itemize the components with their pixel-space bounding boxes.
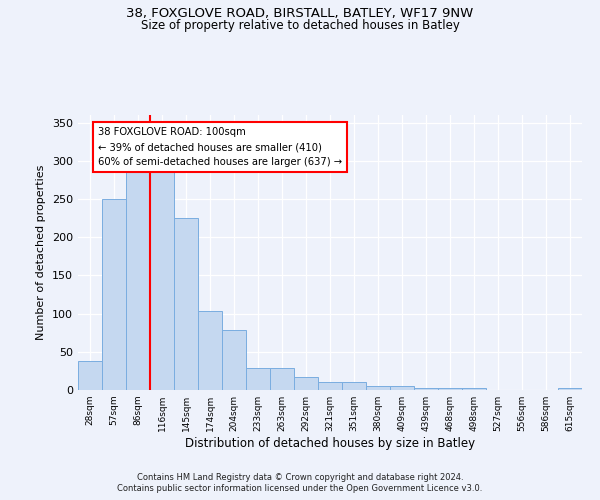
Text: Contains public sector information licensed under the Open Government Licence v3: Contains public sector information licen…	[118, 484, 482, 493]
Bar	[342, 382, 366, 390]
Bar	[78, 361, 102, 390]
Bar	[390, 386, 414, 390]
Bar	[150, 168, 174, 390]
Bar	[174, 218, 198, 390]
Text: Contains HM Land Registry data © Crown copyright and database right 2024.: Contains HM Land Registry data © Crown c…	[137, 472, 463, 482]
Bar	[462, 388, 486, 390]
Bar	[222, 330, 246, 390]
Bar	[270, 368, 294, 390]
Text: 38, FOXGLOVE ROAD, BIRSTALL, BATLEY, WF17 9NW: 38, FOXGLOVE ROAD, BIRSTALL, BATLEY, WF1…	[127, 8, 473, 20]
Bar	[198, 312, 222, 390]
Bar	[246, 368, 270, 390]
X-axis label: Distribution of detached houses by size in Batley: Distribution of detached houses by size …	[185, 437, 475, 450]
Bar	[102, 199, 126, 390]
Bar	[558, 388, 582, 390]
Bar	[318, 382, 342, 390]
Bar	[294, 377, 318, 390]
Bar	[438, 388, 462, 390]
Bar	[126, 168, 150, 390]
Bar	[414, 388, 438, 390]
Text: Size of property relative to detached houses in Batley: Size of property relative to detached ho…	[140, 19, 460, 32]
Text: 38 FOXGLOVE ROAD: 100sqm
← 39% of detached houses are smaller (410)
60% of semi-: 38 FOXGLOVE ROAD: 100sqm ← 39% of detach…	[98, 128, 342, 167]
Y-axis label: Number of detached properties: Number of detached properties	[37, 165, 46, 340]
Bar	[366, 386, 390, 390]
